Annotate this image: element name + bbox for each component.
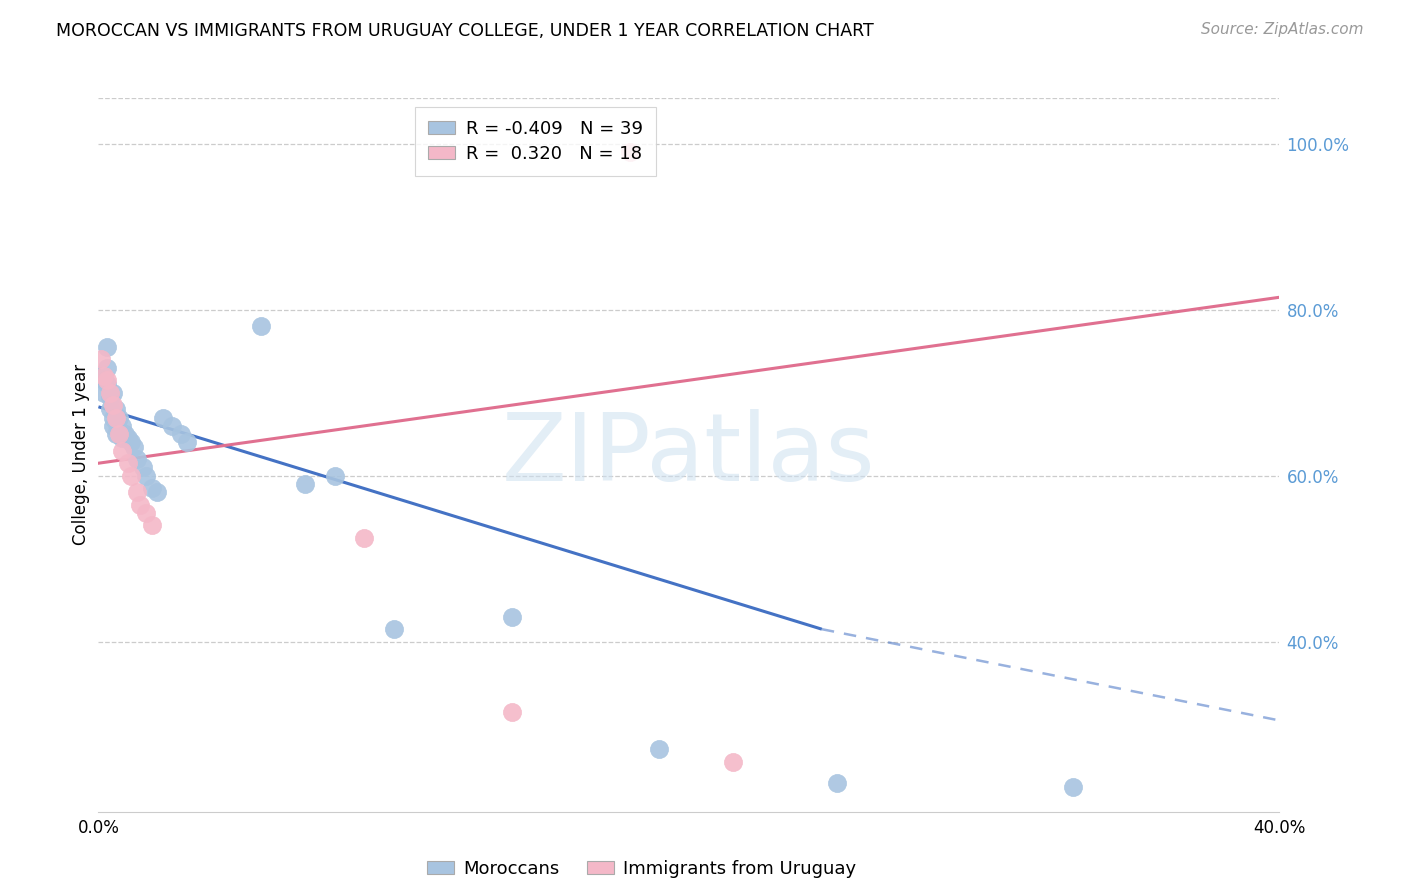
Point xyxy=(294,477,316,491)
Point xyxy=(103,410,125,425)
Point xyxy=(98,402,121,417)
Point xyxy=(132,460,155,475)
Point xyxy=(825,775,848,789)
Point xyxy=(122,440,145,454)
Point xyxy=(170,427,193,442)
Point xyxy=(128,498,150,512)
Text: MOROCCAN VS IMMIGRANTS FROM URUGUAY COLLEGE, UNDER 1 YEAR CORRELATION CHART: MOROCCAN VS IMMIGRANTS FROM URUGUAY COLL… xyxy=(56,22,875,40)
Point xyxy=(353,531,375,545)
Point xyxy=(619,145,641,159)
Point xyxy=(117,431,139,445)
Point xyxy=(648,742,671,756)
Point xyxy=(96,373,118,387)
Point xyxy=(135,506,157,520)
Point xyxy=(111,431,134,445)
Point xyxy=(114,427,136,442)
Point xyxy=(105,427,128,442)
Point xyxy=(96,360,118,375)
Point xyxy=(162,418,183,433)
Point xyxy=(98,385,121,400)
Point xyxy=(93,369,115,384)
Point xyxy=(176,435,198,450)
Point xyxy=(323,468,346,483)
Point xyxy=(103,385,125,400)
Point xyxy=(103,398,125,412)
Point xyxy=(108,410,131,425)
Point xyxy=(105,410,128,425)
Point xyxy=(90,352,112,367)
Point xyxy=(250,319,273,334)
Point xyxy=(141,481,163,495)
Point xyxy=(125,452,148,467)
Point xyxy=(120,435,142,450)
Point xyxy=(125,485,148,500)
Point xyxy=(141,518,163,533)
Point xyxy=(103,418,125,433)
Point xyxy=(93,385,115,400)
Point xyxy=(120,468,142,483)
Point xyxy=(108,427,131,442)
Point xyxy=(501,609,523,624)
Point xyxy=(135,468,157,483)
Text: Source: ZipAtlas.com: Source: ZipAtlas.com xyxy=(1201,22,1364,37)
Point xyxy=(96,377,118,392)
Point xyxy=(105,415,128,429)
Text: ZIPatlas: ZIPatlas xyxy=(502,409,876,501)
Point xyxy=(108,423,131,437)
Point xyxy=(90,369,112,384)
Point xyxy=(152,410,174,425)
Point xyxy=(98,390,121,404)
Point xyxy=(501,705,523,719)
Point xyxy=(111,443,134,458)
Point xyxy=(146,485,169,500)
Y-axis label: College, Under 1 year: College, Under 1 year xyxy=(72,364,90,546)
Point xyxy=(382,622,405,636)
Point xyxy=(96,340,118,354)
Point xyxy=(117,456,139,470)
Point xyxy=(111,418,134,433)
Point xyxy=(105,402,128,417)
Point xyxy=(723,755,745,769)
Point xyxy=(1062,780,1084,794)
Point xyxy=(93,373,115,387)
Legend: Moroccans, Immigrants from Uruguay: Moroccans, Immigrants from Uruguay xyxy=(420,853,863,885)
